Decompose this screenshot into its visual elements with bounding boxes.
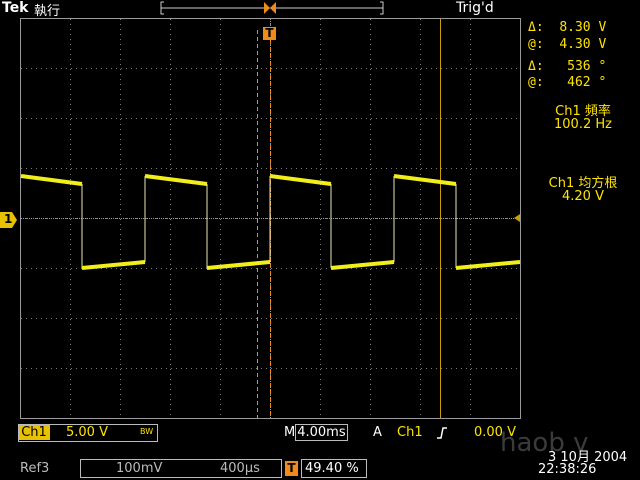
ch1-trace — [20, 174, 521, 270]
ref3-volts: 100mV — [116, 461, 163, 476]
measurement-1-label: Ch1 頻率 — [555, 104, 611, 119]
channel-1-marker-label: 1 — [4, 212, 13, 226]
record-position-bracket — [160, 1, 384, 15]
channel-1-marker-icon[interactable] — [0, 212, 18, 228]
time-readout: 22:38:26 — [538, 462, 597, 477]
trigger-t-icon: T — [263, 27, 276, 40]
acquisition-state: 執行 — [34, 4, 61, 19]
trigger-level: 0.00 V — [474, 425, 516, 440]
bandwidth-limit-icon: BW — [140, 427, 154, 436]
trigger-position-icon: T — [285, 461, 298, 476]
measurement-2-value: 4.20 V — [562, 189, 604, 204]
trigger-status: Trig'd — [456, 0, 494, 16]
trigger-position: 49.40 % — [305, 461, 359, 476]
ch1-label[interactable]: Ch1 — [18, 425, 50, 440]
watermark-logo: haob v — [500, 428, 589, 458]
measurement-2-label: Ch1 均方根 — [548, 176, 618, 191]
phase-at-readout: @: 462 ° — [528, 75, 607, 90]
ch1-scale-box — [18, 424, 158, 442]
date-readout: 3 10月 2004 — [548, 450, 628, 465]
status-bar: Tek 執行 Trig'd — [0, 0, 640, 19]
trigger-mode: A — [373, 425, 382, 440]
trigger-position-box — [301, 459, 367, 478]
ref3-time: 400µs — [220, 461, 260, 476]
brand-logo: Tek — [2, 0, 29, 16]
measurement-1-value: 100.2 Hz — [554, 117, 612, 132]
cursor-delta-readout: Δ: 8.30 V — [528, 20, 607, 35]
graticule-border — [20, 18, 521, 419]
trigger-level-arrow-icon — [514, 214, 520, 222]
timebase-readout: M 4.00ms — [284, 424, 348, 441]
trigger-source: Ch1 — [397, 425, 423, 440]
ref3-label[interactable]: Ref3 — [20, 461, 50, 476]
phase-delta-readout: Δ: 536 ° — [528, 59, 607, 74]
rising-slope-icon — [437, 427, 447, 439]
graticule-grid — [21, 19, 520, 418]
delta-icon: Δ: — [528, 20, 544, 35]
cursor-at-readout: @: 4.30 V — [528, 37, 607, 52]
ref3-box — [80, 459, 282, 478]
ch1-scale: 5.00 V — [66, 425, 108, 440]
